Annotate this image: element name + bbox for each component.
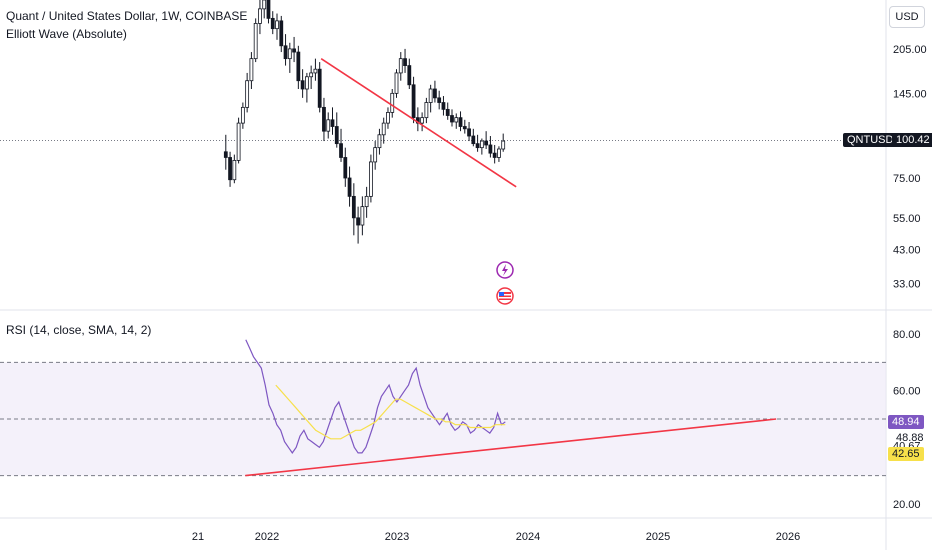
candle (232, 160, 237, 181)
candle (330, 119, 335, 127)
candle (420, 117, 425, 124)
candle (313, 68, 318, 74)
candle (343, 157, 348, 179)
candle (266, 0, 271, 19)
candle (369, 161, 373, 197)
candle (445, 108, 450, 116)
rsi-line (245, 339, 506, 454)
candle (356, 217, 360, 226)
candle (279, 20, 284, 47)
candle (347, 177, 352, 197)
candle (381, 122, 386, 136)
candle (488, 144, 493, 154)
candle (292, 48, 296, 53)
candle (467, 128, 471, 137)
candle (450, 115, 454, 123)
candle (283, 45, 288, 60)
candle (275, 20, 279, 30)
candle (351, 195, 356, 219)
candle (497, 148, 501, 158)
candle (462, 126, 467, 130)
candle (236, 122, 241, 161)
last-price-tag: 100.42 (892, 133, 932, 147)
candle (223, 151, 228, 158)
candle (437, 97, 442, 103)
candle (501, 140, 506, 150)
candle (373, 147, 378, 163)
x-tick-label: 21 (192, 531, 204, 543)
price-tick-label: 205.00 (893, 44, 927, 56)
candle (304, 76, 309, 90)
candle (322, 106, 326, 132)
price-tick-label: 75.00 (893, 173, 921, 185)
candle (262, 0, 267, 10)
lightning-icon (496, 261, 514, 279)
candle (296, 51, 301, 82)
candle (492, 152, 497, 158)
price-tick-label: 55.00 (893, 213, 921, 225)
candle (386, 112, 390, 124)
candle (471, 135, 476, 145)
candle (403, 58, 407, 66)
x-tick-label: 2025 (646, 531, 670, 543)
symbol-tag: QNTUSD (843, 133, 898, 147)
rsi-tick-label: 60.00 (893, 386, 921, 398)
rsi-ma-line (275, 384, 506, 440)
candle (390, 92, 395, 113)
indicator-label[interactable]: Elliott Wave (Absolute) (6, 27, 127, 41)
candle (424, 102, 429, 119)
currency-button[interactable]: USD (889, 6, 925, 28)
rsi-label[interactable]: RSI (14, close, SMA, 14, 2) (6, 323, 152, 337)
rsi-tick-label: 80.00 (893, 329, 921, 341)
candle (309, 72, 314, 78)
candle (258, 8, 262, 24)
candle (270, 17, 275, 30)
candle (253, 23, 258, 60)
candle (484, 140, 489, 146)
candle (433, 88, 437, 99)
candle (240, 106, 245, 124)
candle (249, 58, 254, 82)
rsi-value-tag: 48.94 (888, 415, 924, 429)
candle (394, 72, 399, 94)
candle (398, 58, 403, 74)
price-tick-label: 145.00 (893, 88, 927, 100)
candle (300, 80, 305, 90)
rsi-trendline (245, 418, 777, 477)
candle (377, 134, 382, 149)
candle (458, 117, 463, 127)
candle (428, 88, 433, 103)
candle (339, 143, 343, 158)
x-tick-label: 2023 (385, 531, 409, 543)
candle (454, 117, 459, 123)
candle (287, 48, 292, 60)
price-trendline (320, 57, 517, 188)
rsi-tick-label: 20.00 (893, 499, 921, 511)
candle (364, 195, 369, 208)
candle (411, 84, 416, 119)
rsi-ma-tag: 42.65 (888, 447, 924, 461)
candle (479, 140, 484, 149)
candle (441, 102, 446, 110)
candle (475, 143, 480, 149)
x-tick-label: 2024 (516, 531, 540, 543)
x-tick-label: 2026 (776, 531, 800, 543)
candle (407, 65, 412, 86)
rsi-band-label: 48.88 (896, 432, 924, 444)
chart-title: Quant / United States Dollar, 1W, COINBA… (6, 9, 248, 23)
candle (228, 157, 232, 181)
x-tick-label: 2022 (255, 531, 279, 543)
candle (334, 126, 339, 145)
us-flag-icon (496, 287, 514, 305)
price-tick-label: 43.00 (893, 244, 921, 256)
candle (245, 80, 250, 108)
candle (317, 68, 322, 108)
price-tick-label: 33.00 (893, 278, 921, 290)
candle (360, 206, 365, 226)
candle (326, 119, 331, 132)
